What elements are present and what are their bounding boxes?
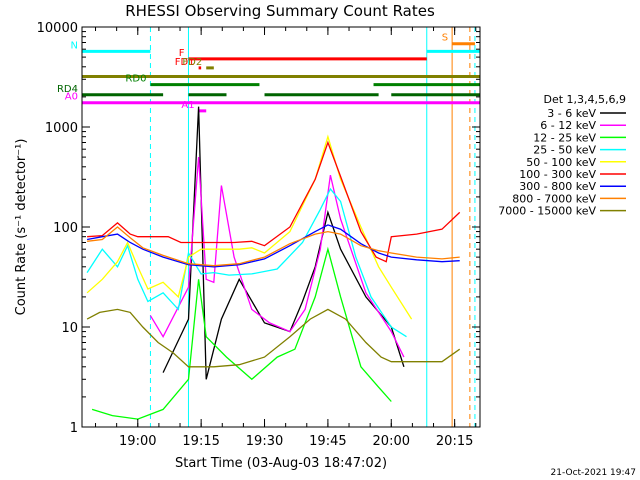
flag-label-fd2: FD2 xyxy=(182,57,202,68)
series-line-8 xyxy=(86,308,461,368)
series-line-7 xyxy=(87,226,460,267)
y-tick-label-0: 1 xyxy=(70,421,78,436)
flag-label-f: F xyxy=(179,48,185,59)
legend-label-8: 7000 - 15000 keV xyxy=(498,205,596,218)
legend-label-0: 3 - 6 keV xyxy=(547,107,596,120)
series-line-6 xyxy=(86,224,460,268)
y-axis-label: Count Rate (s⁻¹ detector⁻¹) xyxy=(14,139,29,316)
legend-label-2: 12 - 25 keV xyxy=(533,131,596,144)
x-tick-label-1: 19:15 xyxy=(182,434,219,449)
y-tick-label-1: 10 xyxy=(61,321,78,336)
legend-label-1: 6 - 12 keV xyxy=(540,119,596,132)
x-tick-label-3: 19:45 xyxy=(309,434,346,449)
x-tick-label-2: 19:30 xyxy=(246,434,283,449)
flag-label-n: N xyxy=(71,40,78,51)
flag-label-rd4: RD4 xyxy=(57,84,78,95)
legend-label-6: 300 - 800 keV xyxy=(519,180,596,193)
series-line-3 xyxy=(86,187,407,338)
legend-title: Det 1,3,4,5,6,9 xyxy=(543,93,626,106)
chart-title: RHESSI Observing Summary Count Rates xyxy=(125,2,435,20)
x-axis-label: Start Time (03-Aug-03 18:47:02) xyxy=(175,456,387,471)
x-tick-label-0: 19:00 xyxy=(119,434,156,449)
flag-label-fd1: FD1 xyxy=(175,57,195,68)
legend-label-3: 25 - 50 keV xyxy=(533,144,596,157)
flag-label-a1: A1 xyxy=(181,100,194,111)
y-tick-label-4: 10000 xyxy=(37,21,78,36)
y-tick-label-2: 100 xyxy=(53,221,78,236)
flag-label-rd0: RD0 xyxy=(125,74,146,85)
legend-label-7: 800 - 7000 keV xyxy=(512,192,596,205)
x-tick-label-5: 20:15 xyxy=(436,434,473,449)
flag-label-a0: A0 xyxy=(65,92,78,103)
flag-label-s: S xyxy=(442,33,448,44)
x-tick-label-4: 20:00 xyxy=(373,434,410,449)
axis-ticks: 1 10 100 1000 10000 19:00 19:15 19:30 19:45 20:00… xyxy=(37,21,480,449)
y-tick-label-3: 1000 xyxy=(45,121,78,136)
series-line-5 xyxy=(87,140,461,263)
legend-label-5: 100 - 300 keV xyxy=(519,168,596,181)
series-line-1 xyxy=(149,157,405,358)
legend-label-4: 50 - 100 keV xyxy=(526,156,596,169)
date-stamp: 21-Oct-2021 19:47 xyxy=(551,468,636,478)
plot-frame xyxy=(81,26,481,428)
